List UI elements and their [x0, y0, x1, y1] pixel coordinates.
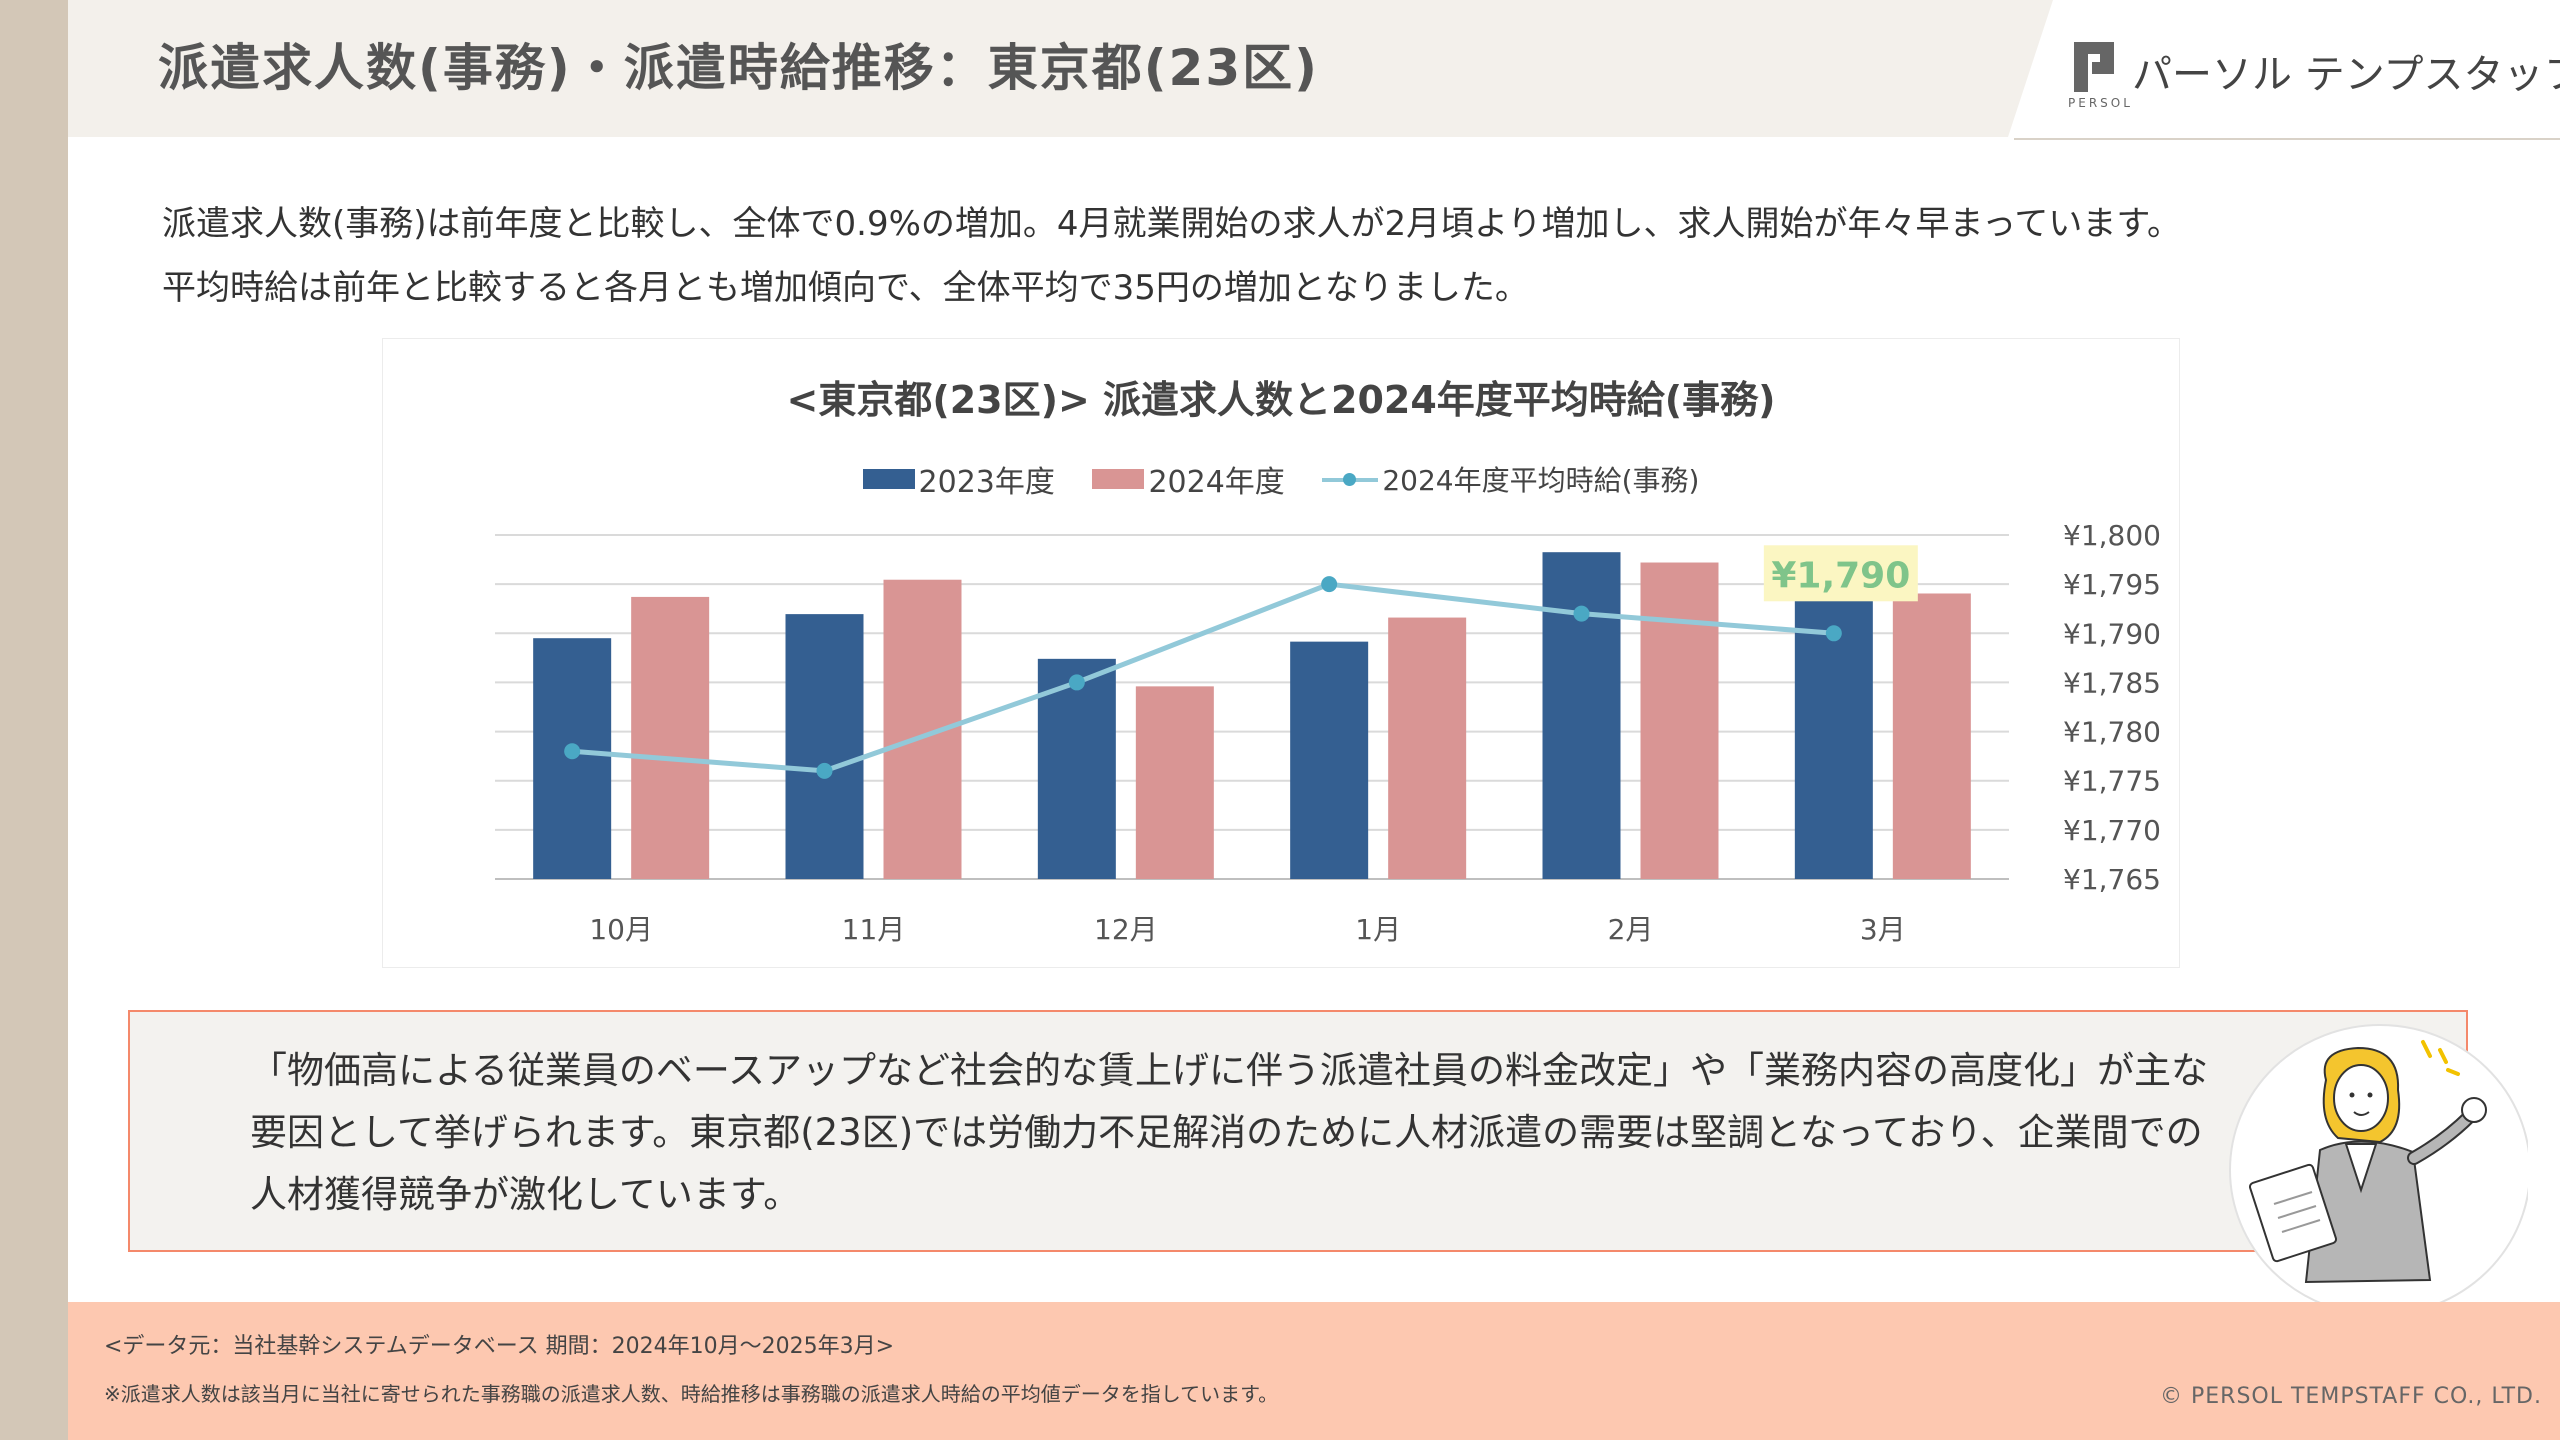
intro-line-2: 平均時給は前年と比較すると各月とも増加傾向で、全体平均で35円の増加となりました… [162, 268, 1529, 308]
footnote: ※派遣求人数は該当月に当社に寄せられた事務職の派遣求人数、時給推移は事務職の派遣… [104, 1382, 1279, 1406]
intro-line-1: 派遣求人数(事務)は前年度と比較し、全体で0.9%の増加。4月就業開始の求人が2… [162, 204, 2182, 244]
bar-2024 [1640, 562, 1719, 879]
chart-plot: ¥1,800 ¥1,795 ¥1,790 ¥1,785 ¥1,780 ¥1,775 ¥1,7… [495, 519, 2161, 946]
callout-box: 「物価高による従業員のベースアップなど社会的な賃上げに伴う派遣社員の料金改定」や… [128, 1010, 2468, 1252]
header-band [68, 0, 2053, 137]
logo-sub-text: PERSOL [2068, 96, 2133, 110]
wage-point [816, 762, 833, 779]
chart-title: <東京都(23区)> 派遣求人数と2024年度平均時給(事務) [786, 378, 1776, 422]
bar-2024 [631, 596, 710, 879]
wage-point [1825, 625, 1842, 642]
y2-tick-label: ¥1,780 [2063, 716, 2161, 749]
bar-2023 [1542, 552, 1621, 879]
y2-tick-label: ¥1,775 [2063, 765, 2161, 798]
wage-line [571, 581, 1835, 774]
bar-2023 [1290, 641, 1369, 879]
intro-text: 派遣求人数(事務)は前年度と比較し、全体で0.9%の増加。4月就業開始の求人が2… [162, 192, 2462, 320]
persol-logo-icon [2074, 42, 2114, 92]
bar-2023 [1037, 658, 1116, 879]
data-source: <データ元：当社基幹システムデータベース 期間：2024年10月～2025年3月… [104, 1334, 895, 1359]
y2-tick-label: ¥1,790 [2063, 617, 2161, 650]
bar-2024 [1135, 686, 1214, 879]
company-logo: PERSOL パーソル テンプスタッフ [2068, 38, 2560, 114]
x-tick-label: 1月 [1355, 913, 1401, 946]
chart-legend: 2023年度 2024年度 2024年度平均時給(事務) [383, 457, 2179, 501]
legend-label-2024: 2024年度 [1148, 465, 1285, 500]
x-tick-label: 10月 [589, 913, 653, 946]
copyright: © PERSOL TEMPSTAFF CO., LTD. [2160, 1384, 2542, 1409]
wage-point [1573, 605, 1590, 622]
x-tick-label: 12月 [1094, 913, 1158, 946]
wage-point [564, 743, 581, 760]
bar-2024 [1892, 593, 1971, 879]
footer: <データ元：当社基幹システムデータベース 期間：2024年10月～2025年3月… [68, 1302, 2560, 1440]
highlight-badge [1763, 545, 1918, 602]
bar-2024 [1388, 617, 1467, 879]
legend-item-wage: 2024年度平均時給(事務) [1322, 459, 1699, 499]
legend-item-2023: 2023年度 [862, 457, 1055, 501]
legend-label-2023: 2023年度 [918, 465, 1055, 500]
legend-swatch-2023 [862, 469, 915, 489]
x-tick-label: 11月 [842, 913, 906, 946]
header-divider [2014, 138, 2560, 140]
wage-point [1321, 576, 1338, 593]
x-tick-label: 3月 [1860, 913, 1906, 946]
woman-with-clipboard-icon [2229, 1024, 2528, 1316]
x-tick-label: 2月 [1608, 913, 1654, 946]
highlight-label: ¥1,790 [1771, 555, 1910, 596]
y2-tick-label: ¥1,795 [2063, 568, 2161, 601]
legend-swatch-wage [1322, 469, 1379, 489]
wage-point [1068, 674, 1085, 691]
y2-tick-label: ¥1,770 [2063, 814, 2161, 847]
chart-card: <東京都(23区)> 派遣求人数と2024年度平均時給(事務) 2023年度 2… [382, 338, 2180, 968]
page-title: 派遣求人数(事務)・派遣時給推移：東京都(23区) [158, 39, 1319, 97]
y2-tick-label: ¥1,765 [2063, 863, 2161, 896]
logo-text: パーソル テンプスタッフ [2132, 52, 2560, 98]
legend-label-wage: 2024年度平均時給(事務) [1382, 464, 1700, 497]
callout-text: 「物価高による従業員のベースアップなど社会的な賃上げに伴う派遣社員の料金改定」や… [250, 1049, 2209, 1216]
legend-swatch-2024 [1092, 469, 1145, 489]
y2-tick-label: ¥1,785 [2063, 666, 2161, 699]
legend-item-2024: 2024年度 [1092, 457, 1285, 501]
bar-2023 [785, 614, 864, 879]
y2-tick-label: ¥1,800 [2063, 519, 2161, 552]
left-decor-strip [0, 0, 68, 1440]
